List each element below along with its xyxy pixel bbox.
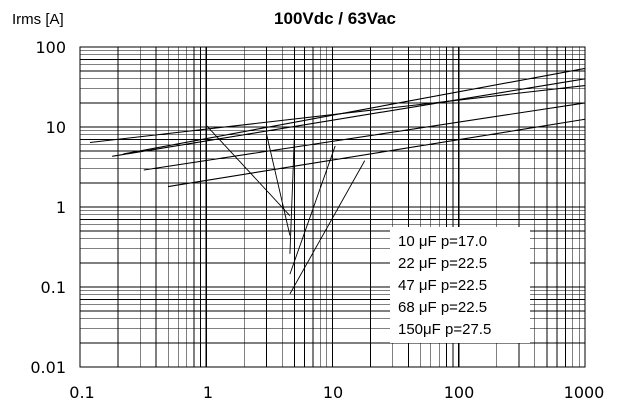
chart-title: 100Vdc / 63Vac <box>274 9 396 28</box>
y-axis-ticks: 100 10 1 0.1 0.01 <box>30 38 66 377</box>
series-leader-3 <box>289 133 295 254</box>
x-tick-label: 100 <box>444 383 475 402</box>
legend: 10 μF p=17.0 22 μF p=22.5 47 μF p=22.5 6… <box>390 227 530 343</box>
series-leader-2 <box>266 133 291 236</box>
series-curves <box>89 67 586 188</box>
x-tick-label: 1 <box>203 383 213 402</box>
y-axis-label: Irms [A] <box>12 11 64 28</box>
x-tick-label: 10 <box>323 383 343 402</box>
series-curve-5 <box>168 118 586 188</box>
y-tick-label: 10 <box>46 118 66 137</box>
legend-entry-4: 68 μF p=22.5 <box>398 299 487 316</box>
y-tick-label: 0.1 <box>41 278 66 297</box>
series-leader-1 <box>205 124 291 216</box>
x-tick-label: 0.1 <box>69 383 94 402</box>
series-curve-3 <box>123 67 586 155</box>
y-tick-label: 0.01 <box>30 358 66 377</box>
y-tick-label: 1 <box>56 198 66 217</box>
legend-entry-5: 150μF p=27.5 <box>398 321 491 338</box>
series-leader-lines <box>205 124 366 295</box>
legend-entry-1: 10 μF p=17.0 <box>398 233 487 250</box>
series-curve-4 <box>143 102 586 171</box>
legend-entry-3: 47 μF p=22.5 <box>398 277 487 294</box>
y-tick-label: 100 <box>35 38 66 57</box>
x-tick-label: 1000 <box>564 383 605 402</box>
series-curve-2 <box>112 78 586 157</box>
legend-entry-2: 22 μF p=22.5 <box>398 255 487 272</box>
plot-frame <box>79 46 586 368</box>
series-leader-5 <box>289 160 366 295</box>
x-axis-ticks: 0.1 1 10 100 1000 <box>69 383 604 402</box>
legend-background <box>390 227 530 343</box>
series-leader-4 <box>289 145 336 275</box>
